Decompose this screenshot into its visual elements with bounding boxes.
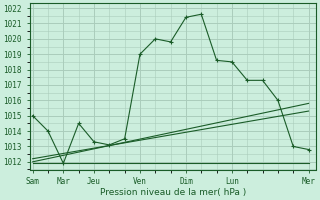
X-axis label: Pression niveau de la mer( hPa ): Pression niveau de la mer( hPa ) <box>100 188 246 197</box>
